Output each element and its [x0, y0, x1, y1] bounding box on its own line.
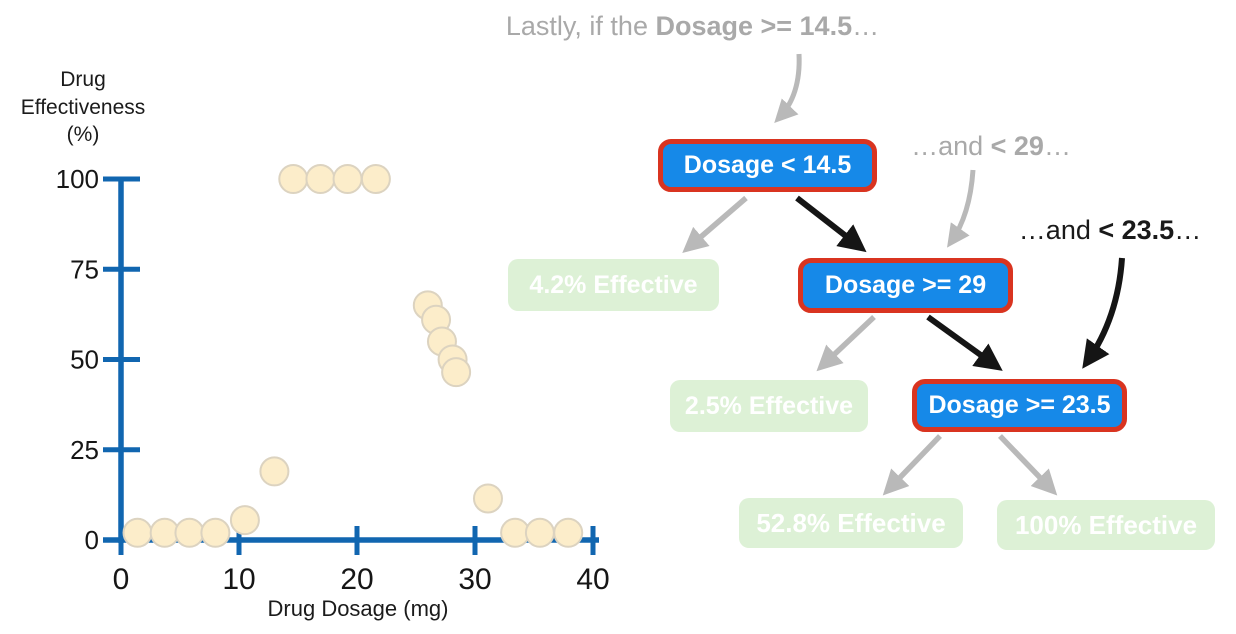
annotation-prefix: Lastly, if the: [505, 11, 656, 41]
scatter-point: [305, 164, 336, 194]
scatter-point: [278, 164, 309, 194]
arrow-root-to-leaf-4-2: [682, 195, 748, 253]
annotation-bold: < 23.5: [1098, 215, 1175, 245]
arrow-node-23-5-to-leaf-52-8: [882, 434, 942, 496]
annotation-and-lt-29: …and < 29…: [880, 131, 1102, 162]
y-tick-label: 25: [70, 435, 99, 465]
scatter-point: [174, 517, 205, 548]
y-tick-label: 75: [70, 254, 99, 284]
tree-arrows: [682, 53, 1125, 496]
arrow-root-to-node-29: [795, 195, 867, 253]
tree-node-dosage-gte-29: Dosage >= 29: [798, 258, 1013, 313]
scatter-point: [229, 505, 260, 536]
x-tick-label: 20: [340, 563, 373, 596]
tree-leaf-52-8-percent-effective: 52.8% Effective: [739, 498, 963, 548]
x-tick-label: 0: [113, 563, 130, 596]
y-tick-label: 50: [70, 345, 99, 375]
annotation-bold: Dosage >= 14.5: [655, 11, 853, 41]
arrow-node-29-to-node-23-5: [926, 314, 1003, 371]
annotation-suffix: …: [1174, 215, 1202, 245]
y-tick-label: 100: [56, 164, 99, 194]
scatter-point: [472, 483, 503, 514]
y-tick-label: 0: [85, 525, 99, 555]
arrow-node-29-to-leaf-2-5: [816, 314, 876, 372]
scatter-point: [524, 517, 555, 548]
tree-node-dosage-gte-23-5: Dosage >= 23.5: [912, 379, 1127, 432]
x-axis-title: Drug Dosage (mg): [267, 596, 449, 621]
x-tick-label: 40: [576, 563, 609, 596]
x-tick-label: 10: [222, 563, 255, 596]
annotation-suffix: …: [1043, 131, 1071, 161]
annotation-prefix: …and: [1018, 215, 1099, 245]
scatter-point: [122, 517, 153, 548]
scatter-point: [259, 456, 290, 487]
y-axis-title: Drug Effectiveness (%): [20, 68, 146, 147]
arrow-mid-annotation-to-node-29: [947, 169, 976, 248]
scatter-point: [332, 164, 363, 194]
annotation-suffix: …: [852, 11, 880, 41]
arrow-node-23-5-to-leaf-100: [998, 434, 1058, 496]
annotation-bold: < 29: [990, 131, 1044, 161]
tree-node-dosage-lt-14-5: Dosage < 14.5: [658, 139, 877, 192]
annotation-and-lt-23-5: …and < 23.5…: [995, 215, 1225, 246]
scatter-chart: 0 10 20 30 40 0 25 50 75 100: [56, 164, 610, 596]
scatter-point: [441, 357, 472, 388]
tree-leaf-100-percent-effective: 100% Effective: [997, 500, 1215, 550]
x-tick-label: 30: [458, 563, 491, 596]
annotation-root-split: Lastly, if the Dosage >= 14.5…: [420, 11, 965, 42]
tree-leaf-2-5-percent-effective: 2.5% Effective: [670, 380, 868, 432]
annotation-prefix: …and: [911, 131, 991, 161]
scatter-point: [200, 517, 231, 548]
arrow-top-annotation-to-root-node: [774, 53, 802, 123]
tree-leaf-4-2-percent-effective: 4.2% Effective: [508, 259, 719, 311]
scatter-point: [360, 164, 391, 194]
scatter-point: [553, 517, 584, 548]
arrow-low-annotation-to-node-23-5: [1082, 257, 1125, 369]
